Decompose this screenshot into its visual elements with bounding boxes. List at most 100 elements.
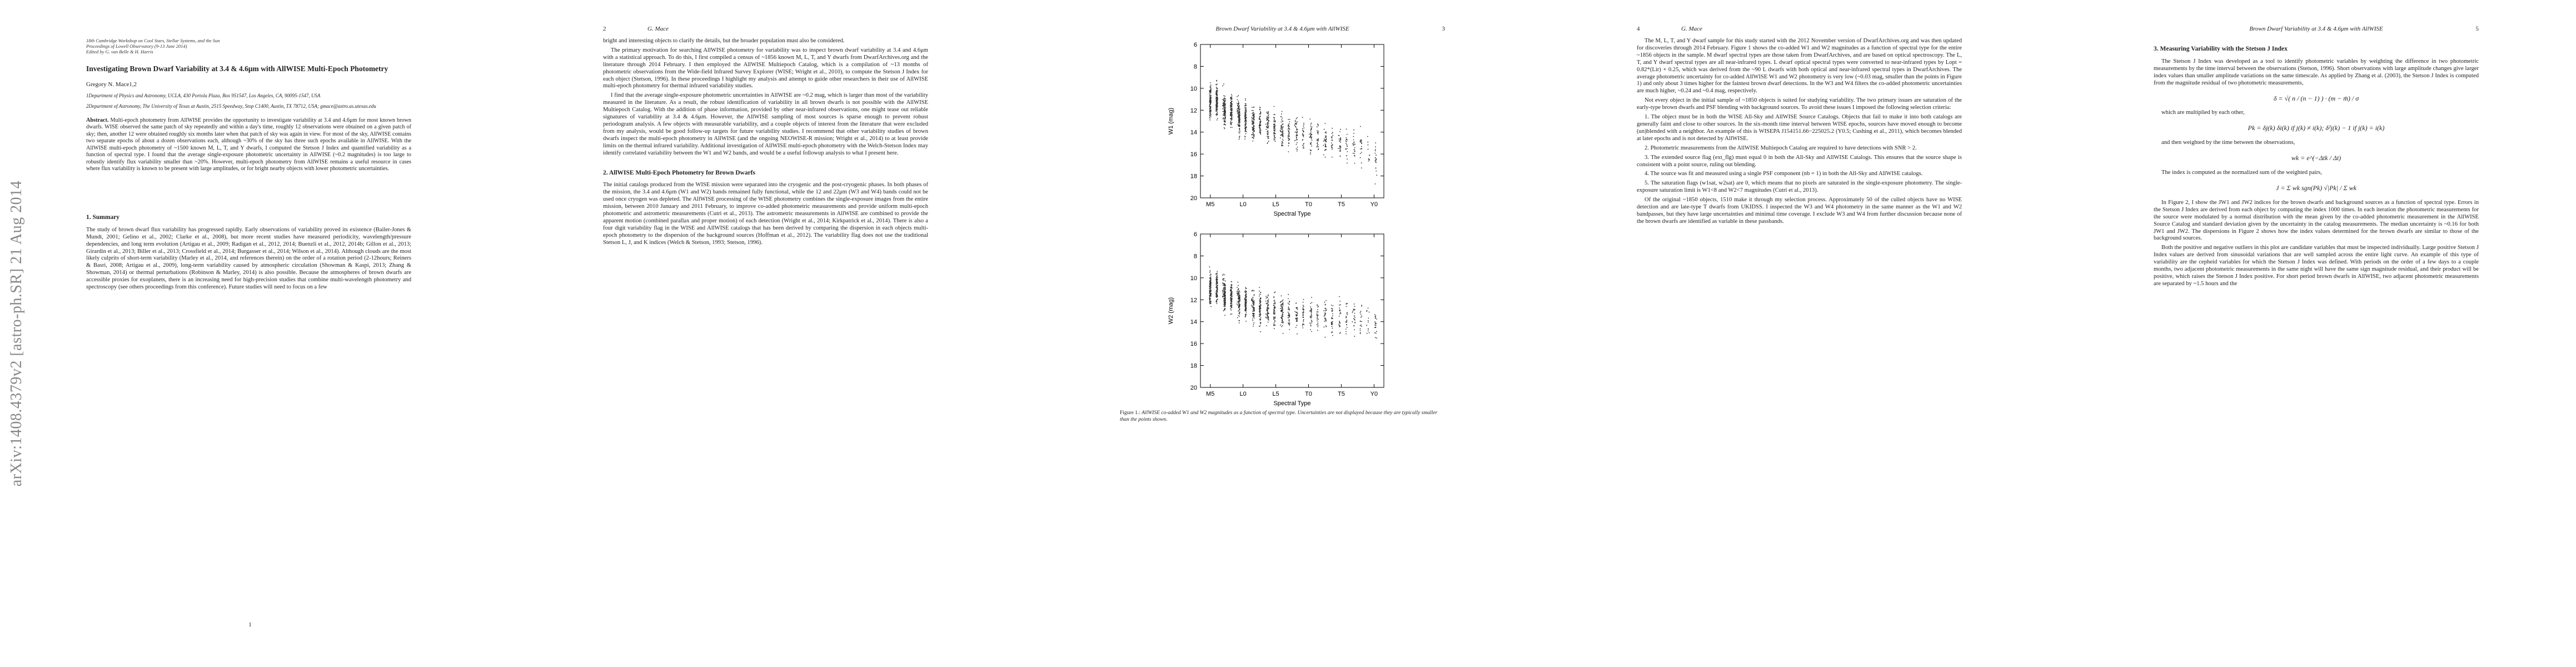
data-point (1353, 144, 1354, 146)
data-point (1209, 286, 1210, 287)
data-point (1245, 115, 1247, 117)
x-axis-label: Spectral Type (1273, 400, 1311, 407)
data-point (1268, 294, 1269, 296)
data-point (1268, 121, 1269, 122)
data-point (1274, 311, 1276, 313)
page-5-column: 3. Measuring Variability with the Stetso… (2154, 38, 2479, 290)
data-point (1245, 114, 1247, 116)
data-point (1376, 331, 1377, 332)
data-point (1274, 308, 1275, 310)
data-point (1317, 132, 1318, 133)
data-point (1267, 118, 1268, 120)
data-point (1259, 119, 1260, 120)
data-point (1317, 130, 1318, 132)
data-point (1245, 291, 1247, 293)
data-point (1260, 303, 1262, 305)
data-point (1238, 312, 1240, 314)
data-point (1259, 118, 1261, 120)
data-point (1223, 99, 1225, 101)
data-point (1273, 138, 1275, 140)
data-point (1297, 315, 1298, 316)
data-point (1375, 325, 1377, 326)
data-point (1339, 322, 1340, 324)
x-tick-label: L5 (1272, 391, 1279, 397)
data-point (1311, 127, 1312, 129)
data-point (1217, 104, 1218, 105)
data-point (1253, 301, 1254, 303)
data-point (1265, 313, 1267, 315)
data-point (1230, 98, 1232, 99)
data-point (1223, 309, 1225, 311)
data-point (1245, 305, 1247, 306)
data-point (1317, 330, 1318, 331)
data-point (1281, 310, 1283, 312)
data-point (1289, 316, 1291, 318)
data-point (1353, 141, 1355, 143)
data-point (1317, 123, 1318, 125)
data-point (1288, 130, 1289, 132)
data-point (1210, 276, 1212, 277)
data-point (1209, 112, 1210, 113)
data-point (1303, 126, 1304, 127)
data-point (1273, 325, 1274, 326)
data-point (1217, 271, 1218, 272)
data-point (1265, 302, 1267, 304)
y-tick-label: 20 (1190, 195, 1197, 202)
data-point (1245, 110, 1247, 112)
data-point (1217, 90, 1218, 92)
data-point (1282, 132, 1284, 134)
data-point (1288, 128, 1290, 130)
data-point (1224, 116, 1226, 117)
paragraph: I find that the average single-exposure … (603, 92, 928, 156)
data-point (1338, 138, 1340, 140)
data-point (1273, 297, 1275, 298)
data-point (1282, 123, 1283, 125)
x-tick-label: M5 (1206, 391, 1214, 397)
data-point (1215, 301, 1217, 302)
data-point (1317, 325, 1319, 326)
data-point (1244, 116, 1245, 117)
data-point (1353, 129, 1354, 131)
data-point (1245, 288, 1247, 289)
data-point (1354, 155, 1356, 157)
data-point (1303, 306, 1304, 307)
data-point (1354, 143, 1356, 145)
data-point (1317, 316, 1318, 317)
data-point (1223, 107, 1225, 108)
data-point (1289, 324, 1291, 325)
data-point (1366, 325, 1367, 326)
data-point (1311, 312, 1312, 313)
data-point (1222, 106, 1224, 107)
data-point (1280, 135, 1282, 136)
data-point (1282, 138, 1283, 140)
data-point (1238, 295, 1240, 296)
data-point (1224, 284, 1226, 285)
data-point (1267, 315, 1268, 317)
data-point (1224, 109, 1225, 110)
data-point (1309, 149, 1311, 151)
data-point (1238, 100, 1239, 102)
data-point (1338, 141, 1340, 142)
data-point (1239, 105, 1240, 106)
data-point (1289, 129, 1291, 130)
data-point (1259, 318, 1260, 320)
data-point (1239, 110, 1240, 111)
data-point (1267, 308, 1268, 310)
data-point (1326, 138, 1327, 140)
data-point (1354, 152, 1356, 154)
data-point (1303, 298, 1304, 300)
data-point (1267, 321, 1269, 323)
data-point (1259, 302, 1261, 303)
x-tick-label: T5 (1338, 201, 1345, 208)
data-point (1282, 145, 1284, 147)
data-point (1238, 102, 1239, 104)
data-point (1339, 155, 1341, 157)
data-point (1209, 108, 1210, 109)
data-point (1317, 143, 1318, 145)
data-point (1346, 331, 1347, 332)
data-point (1375, 159, 1377, 161)
data-point (1245, 131, 1247, 132)
data-point (1237, 103, 1238, 104)
data-point (1274, 120, 1276, 122)
data-point (1325, 320, 1327, 322)
